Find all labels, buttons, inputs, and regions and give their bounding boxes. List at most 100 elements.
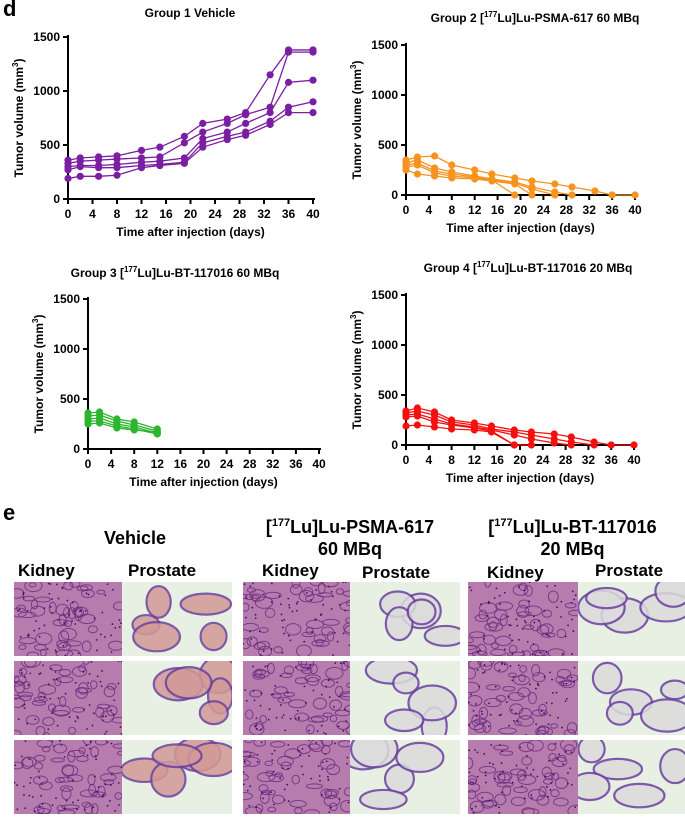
nucleus-dot	[18, 608, 21, 611]
nucleus-dot	[243, 583, 246, 586]
tubule-shape	[273, 686, 288, 694]
nucleus-dot	[327, 679, 330, 682]
tubule-shape	[243, 759, 251, 768]
nucleus-dot	[51, 740, 54, 743]
tubule-shape	[307, 716, 325, 723]
nucleus-dot	[507, 615, 509, 618]
nucleus-dot	[503, 591, 506, 594]
nucleus-dot	[106, 804, 109, 807]
histology-svg	[14, 582, 124, 656]
nucleus-dot	[104, 783, 107, 786]
nucleus-dot	[509, 624, 512, 627]
tubule-shape	[471, 714, 481, 727]
nucleus-dot	[259, 728, 262, 731]
tubule-shape	[495, 601, 514, 611]
data-point	[284, 78, 293, 86]
gland-shape	[585, 586, 628, 610]
nucleus-dot	[549, 671, 551, 674]
nucleus-dot	[16, 784, 18, 786]
histology-svg	[578, 740, 685, 814]
x-tick-label: 16	[159, 207, 173, 221]
nucleus-dot	[490, 744, 493, 746]
tubule-shape	[478, 706, 489, 720]
nucleus-dot	[508, 724, 511, 727]
chart-title: Group 2 [177Lu]Lu-PSMA-617 60 MBq	[431, 10, 640, 25]
nucleus-dot	[97, 786, 100, 788]
tubule-shape	[492, 744, 509, 751]
tubule-shape	[551, 772, 560, 781]
nucleus-dot	[482, 672, 484, 674]
tubule-shape	[488, 621, 498, 631]
nucleus-dot	[281, 651, 284, 654]
tubule-shape	[95, 706, 105, 718]
tubule-shape	[112, 743, 124, 749]
nucleus-dot	[315, 741, 318, 744]
nucleus-dot	[259, 704, 262, 707]
data-point	[137, 164, 146, 172]
tubule-shape	[58, 630, 70, 643]
nucleus-dot	[488, 702, 491, 705]
tubule-shape	[550, 789, 560, 798]
tissue-background	[14, 582, 124, 656]
y-axis-label-close: )	[32, 315, 46, 319]
nucleus-dot	[328, 696, 331, 699]
nucleus-dot	[501, 750, 504, 753]
nucleus-dot	[104, 732, 107, 735]
tubule-shape	[254, 596, 274, 609]
x-tick-label: 4	[108, 457, 115, 471]
nucleus-dot	[294, 666, 297, 669]
nucleus-dot	[344, 582, 347, 584]
tubule-shape	[534, 651, 544, 656]
nucleus-dot	[502, 770, 504, 773]
nucleus-dot	[503, 663, 506, 666]
tubule-shape	[34, 754, 46, 762]
data-point	[242, 119, 250, 127]
nucleus-dot	[468, 771, 471, 774]
y-tick-label: 500	[60, 392, 80, 406]
nucleus-dot	[68, 716, 71, 719]
tubule-shape	[25, 715, 40, 725]
chart-group-2: Group 2 [177Lu]Lu-PSMA-617 60 MBq 0 500 100…	[340, 0, 685, 250]
data-point	[448, 161, 456, 169]
tubule-shape	[245, 709, 254, 720]
nucleus-dot	[74, 623, 77, 625]
tubule-shape	[30, 599, 39, 610]
tubule-shape	[39, 648, 47, 656]
nucleus-dot	[24, 740, 27, 743]
tubule-shape	[56, 639, 69, 649]
nucleus-dot	[50, 611, 53, 614]
nucleus-dot	[26, 722, 29, 725]
tubule-shape	[82, 740, 93, 746]
nucleus-dot	[120, 622, 122, 624]
tubule-shape	[295, 644, 312, 656]
data-point	[156, 143, 164, 151]
data-point	[156, 161, 164, 170]
nucleus-dot	[472, 812, 475, 814]
tubule-shape	[63, 582, 74, 591]
nucleus-dot	[327, 775, 329, 778]
tubule-shape	[345, 599, 353, 607]
tubule-shape	[551, 756, 568, 768]
nucleus-dot	[87, 681, 90, 684]
data-point	[95, 164, 103, 172]
nucleus-dot	[72, 801, 74, 804]
nucleus-dot	[303, 640, 306, 643]
data-point	[95, 156, 103, 164]
y-tick-label: 1000	[33, 84, 60, 98]
nucleus-dot	[22, 785, 25, 788]
gland-shape	[384, 606, 414, 642]
x-tick-label: 28	[233, 207, 247, 221]
tubule-shape	[42, 716, 55, 727]
tubule-shape	[490, 648, 507, 656]
nucleus-dot	[500, 713, 502, 716]
nucleus-dot	[297, 716, 300, 719]
chart-title-prefix: Group 4 [	[424, 261, 477, 275]
tubule-shape	[66, 649, 82, 656]
x-tick-label: 0	[403, 203, 410, 217]
data-point	[413, 161, 422, 169]
nucleus-dot	[550, 781, 552, 784]
tubule-shape	[497, 771, 513, 781]
tissue-background	[14, 661, 124, 735]
tubule-shape	[55, 649, 74, 656]
data-point	[95, 419, 104, 427]
